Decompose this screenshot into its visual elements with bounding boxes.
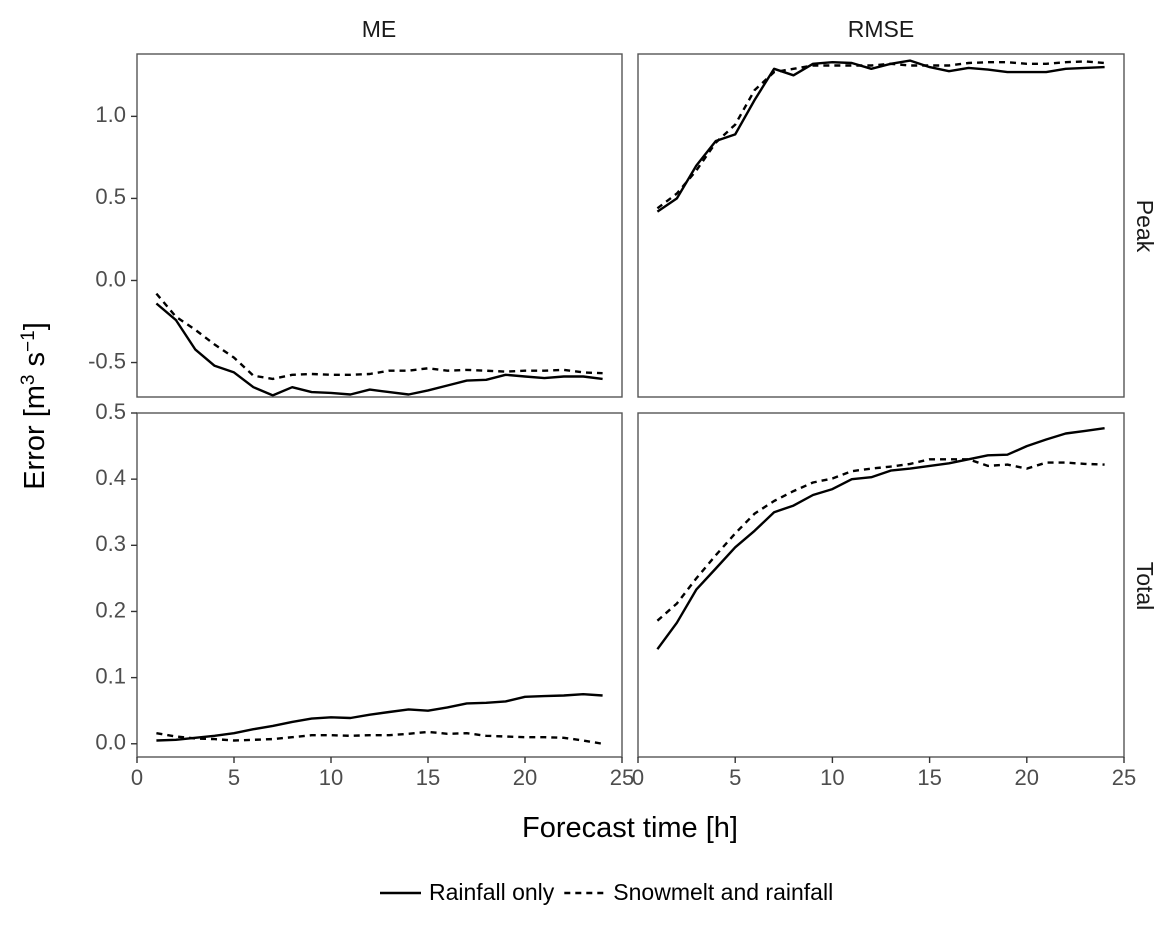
y-tick-label: 0.0: [95, 730, 126, 755]
x-tick-label: 20: [513, 765, 537, 790]
facet-title-rmse: RMSE: [848, 16, 914, 42]
panel-rmse-total: 0 5 10 15 20 25: [632, 412, 1136, 790]
panel-rmse-peak: [637, 53, 1125, 398]
x-tick-label: 15: [416, 765, 440, 790]
legend: Rainfall only Snowmelt and rainfall: [380, 879, 833, 905]
facet-title-total: Total: [1132, 562, 1158, 611]
series-line-rainfall-only-rmse-peak: [656, 59, 1105, 213]
panel-border-rmse-peak: [637, 53, 1125, 398]
y-axis-title-base: Error [m: [19, 385, 51, 490]
series-line-snowmelt-and-rainfall-rmse-total: [656, 458, 1105, 622]
x-tick-label: 10: [820, 765, 844, 790]
series-line-rainfall-only-rmse-total: [656, 427, 1105, 650]
x-tick-label: 20: [1015, 765, 1039, 790]
series-line-rainfall-only-me-total: [156, 693, 603, 742]
facet-title-me: ME: [362, 16, 397, 42]
y-axis-title: Error [m3 s−1]: [18, 322, 52, 490]
y-tick-label: -0.5: [88, 348, 126, 373]
legend-label-rainfall-only: Rainfall only: [429, 879, 555, 905]
x-tick-label: 5: [729, 765, 741, 790]
series-line-snowmelt-and-rainfall-rmse-peak: [656, 60, 1105, 210]
series-line-snowmelt-and-rainfall-me-total: [156, 730, 603, 745]
panels-layer: -0.5 0.0 0.5 1.0 0.0 0.1 0.2 0.3 0.4 0.5 0 5 10 15 20 2…: [88, 53, 1136, 790]
panel-me-peak: -0.5 0.0 0.5 1.0: [88, 53, 623, 398]
facet-title-peak: Peak: [1132, 200, 1158, 253]
x-tick-label: 25: [1112, 765, 1136, 790]
series-line-rainfall-only-me-peak: [155, 302, 603, 397]
y-tick-label: 0.2: [95, 597, 126, 622]
panel-me-total: 0.0 0.1 0.2 0.3 0.4 0.5 0 5 10 15 20 25: [95, 399, 634, 790]
legend-item-rainfall-only: Rainfall only: [380, 879, 555, 905]
y-tick-label: 0.0: [95, 266, 126, 291]
y-axis-title-end: ]: [19, 322, 51, 330]
series-line-snowmelt-and-rainfall-me-peak: [155, 292, 603, 381]
y-tick-label: 0.4: [95, 465, 126, 490]
panel-border-me-peak: [136, 53, 623, 398]
x-tick-label: 0: [131, 765, 143, 790]
x-axis-title: Forecast time [h]: [522, 812, 738, 844]
y-tick-label: 0.5: [95, 184, 126, 209]
legend-item-snowmelt-and-rainfall: Snowmelt and rainfall: [564, 879, 833, 905]
x-tick-label: 5: [228, 765, 240, 790]
panel-border-rmse-total: [637, 412, 1125, 758]
x-tick-label: 15: [917, 765, 941, 790]
y-axis-title-mid: s: [19, 352, 51, 375]
x-tick-label: 25: [610, 765, 634, 790]
y-tick-label: 0.1: [95, 663, 126, 688]
panel-border-me-total: [136, 412, 623, 758]
legend-label-snowmelt-and-rainfall: Snowmelt and rainfall: [613, 879, 833, 905]
y-tick-label: 1.0: [95, 102, 126, 127]
y-tick-label: 0.3: [95, 531, 126, 556]
y-axis-title-sup2: −1: [18, 330, 39, 352]
x-tick-label: 10: [319, 765, 343, 790]
y-axis-title-sup1: 3: [18, 375, 39, 386]
x-tick-label: 0: [632, 765, 644, 790]
y-tick-label: 0.5: [95, 399, 126, 424]
